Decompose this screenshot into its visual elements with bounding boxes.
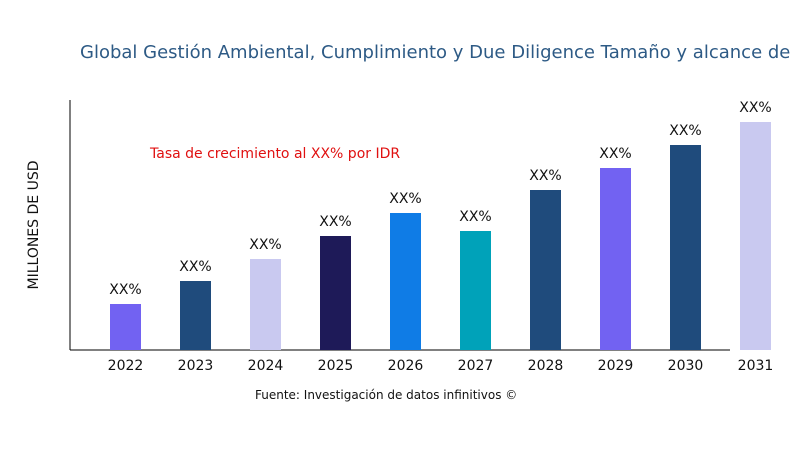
x-tick-label-2030: 2030 (668, 358, 704, 374)
x-tick-label-2024: 2024 (248, 358, 284, 374)
data-label-2024: XX% (249, 237, 281, 253)
bar-2026 (390, 213, 421, 350)
data-label-2026: XX% (389, 191, 421, 207)
bar-2030 (670, 145, 701, 350)
data-label-2022: XX% (109, 282, 141, 298)
data-label-2027: XX% (459, 209, 491, 225)
bar-2029 (600, 168, 631, 350)
x-tick-label-2027: 2027 (458, 358, 494, 374)
x-tick-label-2025: 2025 (318, 358, 354, 374)
data-label-2029: XX% (599, 146, 631, 162)
bar-2028 (530, 190, 561, 350)
source-note: Fuente: Investigación de datos infinitiv… (255, 388, 518, 402)
x-tick-label-2029: 2029 (598, 358, 634, 374)
bar-2025 (320, 236, 351, 350)
bar-2024 (250, 259, 281, 350)
x-tick-label-2026: 2026 (388, 358, 424, 374)
data-label-2031: XX% (739, 100, 771, 116)
growth-annotation: Tasa de crecimiento al XX% por IDR (150, 146, 401, 162)
x-tick-label-2028: 2028 (528, 358, 564, 374)
x-tick-label-2023: 2023 (178, 358, 214, 374)
x-tick-label-2022: 2022 (108, 358, 144, 374)
x-tick-label-2031: 2031 (738, 358, 774, 374)
data-label-2025: XX% (319, 214, 351, 230)
bar-2022 (110, 304, 141, 350)
data-label-2030: XX% (669, 123, 701, 139)
bar-2023 (180, 281, 211, 350)
bar-2031 (740, 122, 771, 350)
bar-2027 (460, 231, 491, 350)
data-label-2028: XX% (529, 168, 561, 184)
data-label-2023: XX% (179, 259, 211, 275)
chart-title: Global Gestión Ambiental, Cumplimiento y… (80, 42, 791, 63)
